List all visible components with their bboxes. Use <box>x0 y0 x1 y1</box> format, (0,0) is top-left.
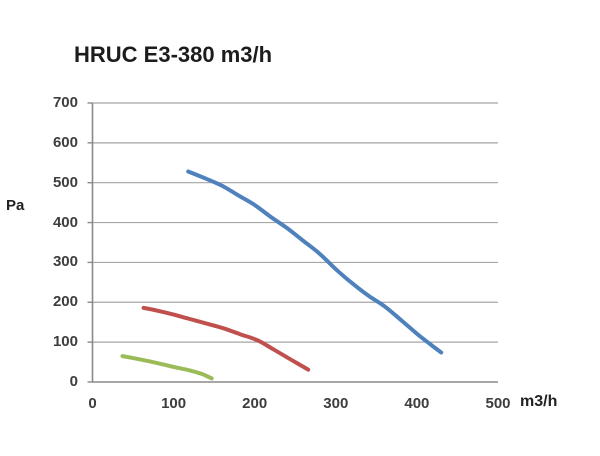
x-tick-label: 200 <box>242 395 268 412</box>
x-tick-label: 400 <box>404 395 430 412</box>
y-tick-label: 100 <box>52 333 78 351</box>
x-tick-label: 100 <box>161 395 187 412</box>
red-curve <box>141 305 311 372</box>
x-axis-title: m3/h <box>520 393 558 410</box>
blue-curve <box>186 169 444 355</box>
y-tick-label: 200 <box>52 293 78 311</box>
y-tick-label: 0 <box>69 373 78 390</box>
y-tick-label: 400 <box>52 213 78 231</box>
chart-title: HRUC E3-380 m3/h <box>74 42 273 67</box>
x-tick-label: 0 <box>88 395 97 412</box>
y-tick-label: 700 <box>52 93 78 111</box>
y-axis-title: Pa <box>6 197 25 214</box>
y-tick-label: 300 <box>52 253 78 271</box>
y-tick-label: 600 <box>52 133 78 151</box>
x-tick-label: 500 <box>485 395 511 412</box>
x-tick-label: 300 <box>323 395 349 412</box>
y-tick-label: 500 <box>52 173 78 191</box>
green-curve <box>120 354 214 381</box>
